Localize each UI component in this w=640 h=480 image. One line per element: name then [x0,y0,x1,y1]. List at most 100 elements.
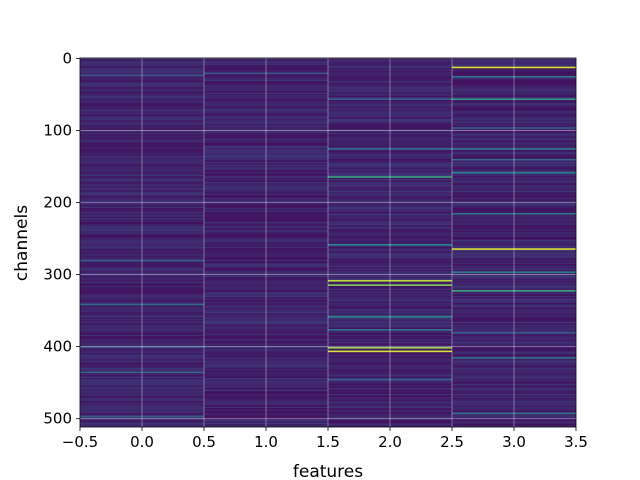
heatmap-cell [80,421,204,423]
heatmap-cell [80,186,204,188]
heatmap-cell [452,243,576,246]
heatmap-cell [452,401,576,403]
heatmap-cell [204,217,328,220]
heatmap-cell [328,425,452,427]
heatmap-cell [80,69,204,71]
heatmap-cell [80,72,204,74]
heatmap-cell [204,333,328,335]
heatmap-cell [452,187,576,190]
heatmap-cell [80,187,204,190]
heatmap-cell [328,157,452,159]
heatmap-cell [80,379,204,381]
heatmap-cell [452,262,576,265]
heatmap-cell [452,336,576,338]
heatmap-cell [328,405,452,407]
heatmap-cell [452,352,576,354]
heatmap-cell [452,389,576,391]
heatmap-cell [452,222,576,224]
heatmap-cell [452,186,576,188]
heatmap-cell [452,372,576,374]
heatmap-cell [204,385,328,387]
heatmap-cell [452,160,576,162]
heatmap-cell [80,219,204,221]
heatmap-cell [204,256,328,259]
heatmap-cell [80,412,204,415]
heatmap-cell [328,112,452,115]
heatmap-cell-bright [80,259,204,262]
heatmap-cell [204,408,328,410]
heatmap-cell [452,349,576,351]
heatmap-cell [328,271,452,273]
heatmap-cell [80,96,204,99]
heatmap-cell [80,262,204,265]
heatmap-cell [328,222,452,224]
heatmap-cell [204,128,328,131]
heatmap-cell [452,258,576,260]
heatmap-cell [452,112,576,115]
heatmap-cell [328,105,452,108]
heatmap-cell [452,265,576,268]
heatmap-cell [204,392,328,394]
heatmap-cell [204,262,328,265]
heatmap-cell [328,58,452,60]
heatmap-cell [80,89,204,92]
heatmap-cell [80,213,204,216]
heatmap-cell [204,415,328,417]
heatmap-cell [204,356,328,358]
heatmap-cell [328,354,452,357]
heatmap-cell [80,272,204,275]
heatmap-cell [204,167,328,169]
heatmap-cell [80,192,204,194]
heatmap-cell [204,425,328,427]
heatmap-cell [452,91,576,93]
heatmap-cell [204,398,328,400]
heatmap-cell [204,360,328,363]
heatmap-cell [204,372,328,374]
heatmap-cell [80,343,204,345]
heatmap-cell [80,337,204,340]
heatmap-cell [452,421,576,423]
heatmap-cell [452,304,576,306]
heatmap-cell [328,76,452,79]
heatmap-cell [328,225,452,227]
heatmap-cell [328,232,452,234]
heatmap-cell [80,132,204,135]
heatmap-cell [80,157,204,159]
heatmap-cell-bright [328,347,452,349]
heatmap-cell [328,122,452,125]
heatmap-cell [80,321,204,324]
heatmap-cell [204,328,328,331]
heatmap-cell [204,261,328,263]
heatmap-cell [204,252,328,255]
heatmap-cell [328,215,452,217]
heatmap-cell [80,258,204,260]
heatmap-cell [452,419,576,422]
heatmap-cell [328,314,452,317]
heatmap-cell [328,294,452,296]
heatmap-cell [80,267,204,269]
heatmap-cell [452,173,576,175]
heatmap-cell [328,101,452,103]
heatmap-cell [452,261,576,263]
heatmap-cell [204,316,328,318]
heatmap-cell [204,344,328,347]
heatmap-cell [452,377,576,380]
heatmap-cell [328,209,452,211]
heatmap-cell [328,144,452,146]
heatmap-cell [80,301,204,304]
heatmap-cell [204,156,328,158]
heatmap-cell [452,207,576,210]
heatmap-cell [452,380,576,383]
heatmap-cell [452,223,576,226]
heatmap-cell [452,388,576,390]
heatmap-cell [204,396,328,399]
heatmap-cell [452,124,576,126]
y-tick-label: 0 [62,49,72,67]
heatmap-cell [328,107,452,109]
heatmap-cell [204,339,328,341]
heatmap-cell [452,183,576,185]
heatmap-cell [328,408,452,410]
heatmap-cell [452,382,576,384]
heatmap-cell [328,388,452,390]
heatmap-cell [204,69,328,71]
